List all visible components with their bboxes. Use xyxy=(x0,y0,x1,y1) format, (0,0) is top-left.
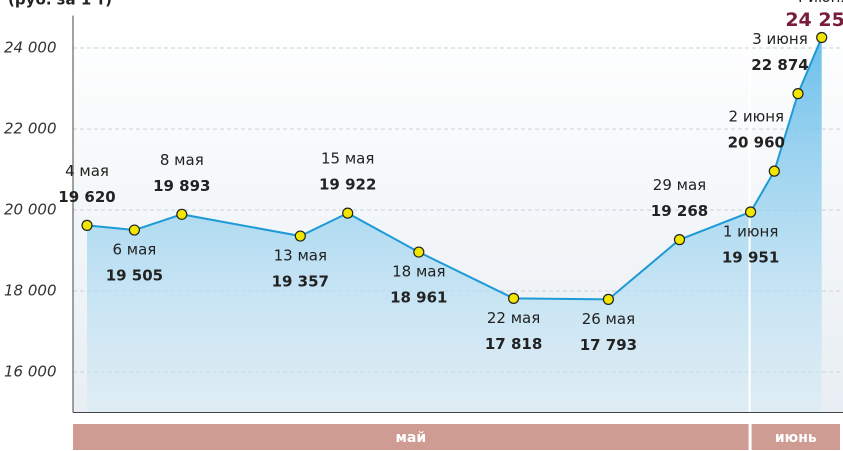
point xyxy=(793,89,803,99)
y-tick-label: 16 000 xyxy=(4,363,57,381)
point xyxy=(343,208,353,218)
value-label: 19 505 xyxy=(106,267,163,285)
point xyxy=(414,247,424,257)
value-label: 19 893 xyxy=(153,177,210,195)
y-tick-label: 22 000 xyxy=(4,120,57,138)
point xyxy=(177,209,187,219)
value-label: 19 620 xyxy=(58,188,115,206)
value-label: 19 922 xyxy=(319,176,376,194)
date-label: 3 июня xyxy=(752,30,808,48)
y-tick-label: 20 000 xyxy=(4,201,57,219)
date-label: 4 мая xyxy=(65,162,109,180)
date-label: 15 мая xyxy=(321,150,374,168)
point xyxy=(817,33,827,43)
value-label: 20 960 xyxy=(728,134,785,152)
date-label: 18 мая xyxy=(392,263,445,281)
point xyxy=(129,225,139,235)
date-label: 1 июня xyxy=(723,222,779,240)
date-label: 13 мая xyxy=(274,247,327,265)
value-label: 17 793 xyxy=(580,336,637,354)
value-label: 24 259 xyxy=(785,9,843,31)
value-label: 19 951 xyxy=(722,248,779,266)
y-tick-label: 18 000 xyxy=(4,282,57,300)
point xyxy=(675,235,685,245)
point xyxy=(746,207,756,217)
date-label: 6 мая xyxy=(112,241,156,259)
value-label: 18 961 xyxy=(390,289,447,307)
point xyxy=(509,293,519,303)
point xyxy=(82,220,92,230)
date-label: 26 мая xyxy=(582,310,635,328)
value-label: 19 268 xyxy=(651,202,708,220)
date-label: 22 мая xyxy=(487,309,540,327)
date-label: 8 мая xyxy=(160,151,204,169)
point xyxy=(295,231,305,241)
month-label: май xyxy=(395,430,426,446)
point xyxy=(769,166,779,176)
date-label: 29 мая xyxy=(653,176,706,194)
value-label: 19 357 xyxy=(272,273,329,291)
point xyxy=(603,294,613,304)
month-label: июнь xyxy=(775,430,817,446)
y-tick-label: 24 000 xyxy=(4,39,57,57)
date-label: 2 июня xyxy=(729,108,785,126)
date-label: 4 июня xyxy=(794,0,843,6)
value-label: 17 818 xyxy=(485,335,542,353)
value-label: 22 874 xyxy=(751,56,808,74)
chart-title: (руб. за 1 т) xyxy=(8,0,112,9)
chart: (руб. за 1 т) 16 000 18 000 20 000 22 000 24… xyxy=(0,0,843,451)
